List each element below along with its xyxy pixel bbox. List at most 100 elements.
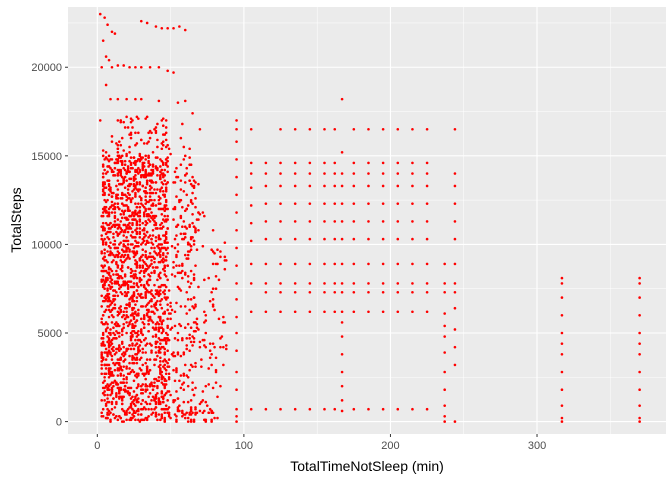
data-point	[125, 152, 128, 156]
data-point	[134, 131, 137, 135]
data-point	[159, 276, 162, 280]
data-point	[161, 133, 165, 136]
data-point	[122, 310, 125, 314]
data-point	[340, 150, 344, 154]
data-point	[144, 195, 147, 198]
data-point	[293, 290, 297, 294]
data-point	[109, 393, 112, 397]
data-point	[183, 28, 187, 32]
data-point	[188, 349, 191, 353]
data-point	[135, 115, 139, 119]
data-point	[160, 221, 164, 225]
data-point	[425, 237, 429, 241]
data-point	[333, 310, 337, 314]
data-point	[113, 205, 117, 209]
data-point	[109, 246, 112, 250]
data-point	[164, 391, 168, 395]
data-point	[179, 374, 183, 377]
data-point	[166, 399, 169, 402]
data-point	[104, 232, 108, 236]
data-point	[200, 365, 203, 368]
data-point	[120, 228, 124, 232]
data-point	[191, 184, 194, 188]
data-point	[235, 407, 238, 411]
data-point	[176, 406, 180, 409]
data-point	[560, 370, 564, 374]
data-point	[107, 388, 111, 392]
data-point	[119, 120, 123, 124]
data-point	[126, 266, 130, 269]
data-point	[100, 363, 104, 367]
data-point	[198, 127, 202, 131]
data-point	[156, 299, 159, 303]
data-point	[104, 321, 108, 324]
data-point	[125, 97, 128, 101]
data-point	[154, 239, 158, 243]
data-point	[638, 404, 641, 407]
data-point	[144, 253, 147, 257]
data-point	[425, 262, 429, 266]
data-point	[128, 145, 131, 149]
data-point	[323, 184, 326, 188]
data-point	[135, 282, 139, 285]
data-point	[560, 342, 564, 345]
data-point	[106, 363, 109, 367]
data-point	[160, 213, 164, 216]
data-point	[131, 306, 134, 310]
data-point	[110, 65, 114, 69]
data-point	[178, 287, 181, 291]
data-point	[103, 372, 106, 376]
data-point	[112, 259, 115, 262]
data-point	[112, 298, 115, 301]
data-point	[116, 227, 120, 230]
data-point	[147, 395, 150, 399]
data-point	[333, 127, 337, 131]
data-point	[147, 207, 150, 211]
data-point	[132, 299, 136, 303]
data-point	[396, 220, 400, 223]
data-point	[279, 262, 282, 266]
data-point	[208, 407, 212, 411]
data-point	[148, 188, 152, 191]
data-point	[159, 170, 162, 174]
data-point	[106, 23, 109, 27]
data-point	[148, 172, 152, 175]
data-point	[141, 241, 145, 244]
data-point	[104, 367, 108, 370]
data-point	[101, 275, 105, 278]
data-point	[179, 289, 183, 292]
data-point	[147, 140, 150, 143]
data-point	[207, 367, 211, 370]
data-point	[154, 126, 158, 129]
data-point	[163, 377, 167, 381]
data-point	[129, 117, 133, 120]
data-point	[122, 239, 125, 243]
data-point	[172, 351, 175, 354]
data-point	[164, 285, 168, 289]
data-point	[145, 221, 149, 225]
data-point	[179, 179, 183, 182]
data-point	[129, 156, 133, 159]
data-point	[157, 345, 161, 349]
data-point	[116, 374, 120, 377]
data-point	[425, 282, 429, 285]
data-point	[137, 308, 140, 312]
data-point	[293, 202, 297, 205]
data-point	[340, 237, 344, 241]
data-point	[235, 349, 238, 353]
data-point	[159, 292, 162, 296]
data-point	[132, 370, 136, 374]
data-point	[173, 275, 177, 278]
data-point	[110, 347, 114, 351]
data-point	[118, 207, 121, 211]
data-point	[126, 207, 130, 211]
data-point	[150, 204, 153, 207]
data-point	[142, 161, 146, 165]
data-point	[150, 271, 153, 275]
data-point	[150, 289, 153, 292]
data-point	[186, 298, 190, 301]
data-point	[164, 198, 168, 202]
data-point	[211, 342, 215, 345]
data-point	[201, 211, 205, 214]
